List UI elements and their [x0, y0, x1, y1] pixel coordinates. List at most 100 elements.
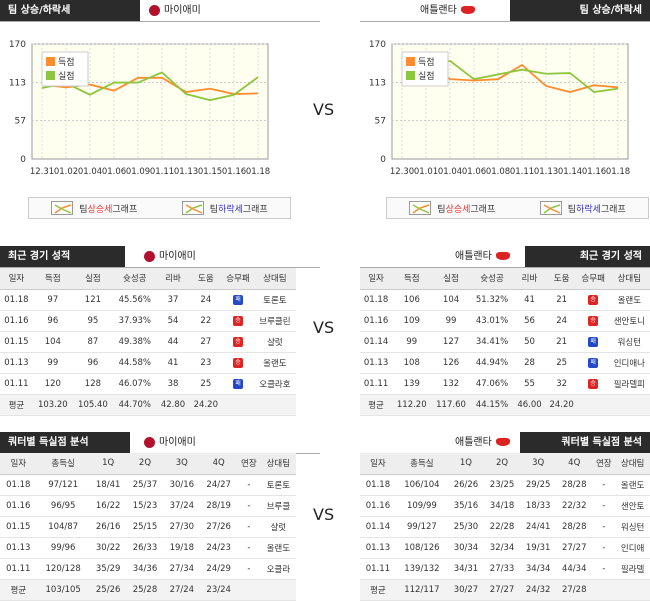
table-cell [608, 394, 650, 416]
table-row: 01.11 120/128 35/29 34/36 27/34 24/29- 오클라 [0, 558, 296, 580]
table-cell: 27/26 [200, 516, 238, 538]
table-cell: 18/33 [520, 495, 557, 517]
win-badge: 승 [233, 358, 244, 368]
x-tick-label: 01.13 [534, 167, 558, 177]
table-cell: 28/28 [556, 474, 593, 496]
legend-label: 실점 [418, 70, 435, 82]
heat-logo-icon [144, 436, 155, 448]
x-tick-label: 01.18 [606, 167, 630, 177]
x-tick-label: 01.16 [582, 167, 606, 177]
table-cell: 01.13 [0, 352, 33, 374]
table-cell: 112/117 [395, 579, 448, 601]
legend-up-post: 그래프 [112, 204, 138, 215]
table-cell: 96/95 [36, 495, 90, 517]
legend-swatch [406, 71, 415, 80]
x-tick-label: 01.04 [78, 167, 102, 177]
recent-header-label: 최근 경기 성적 [0, 246, 125, 268]
table-cell: - [237, 474, 261, 496]
table-cell: 45.56% [112, 289, 157, 311]
table-cell: 25/28 [126, 579, 164, 601]
column-header: 리바 [156, 268, 190, 290]
table-cell: 22/32 [556, 495, 593, 517]
table-cell: 승 [222, 352, 254, 374]
x-tick-label: 01.14 [558, 167, 582, 177]
win-badge: 승 [233, 337, 244, 347]
legend-down-post: 그래프 [600, 204, 626, 215]
table-cell: 132 [431, 373, 471, 395]
y-tick-label: 113 [369, 79, 386, 89]
table-cell: 패 [577, 352, 609, 374]
table-cell: 46.07% [112, 373, 157, 395]
table-cell: 121 [72, 289, 113, 311]
left-team-label: 마이애미 [159, 251, 196, 262]
table-cell: 27/27 [484, 579, 521, 601]
right-recent-header: 애틀랜타 최근 경기 성적 [360, 246, 650, 268]
table-cell: 01.13 [360, 352, 393, 374]
table-cell: 44.70% [112, 394, 157, 416]
divider [0, 21, 320, 22]
table-cell: 51.32% [470, 289, 514, 311]
x-tick-label: 01.16 [222, 167, 246, 177]
left-team-label: 마이애미 [159, 437, 196, 448]
table-cell: 43.01% [470, 310, 514, 332]
column-header: 일자 [0, 268, 33, 290]
column-header: 총득실 [395, 453, 448, 475]
up-graph-icon [51, 201, 74, 215]
table-cell: 승 [577, 373, 609, 395]
x-tick-label: 01.13 [174, 167, 198, 177]
table-cell: 23/25 [484, 474, 521, 496]
table-cell: 01.11 [360, 558, 396, 580]
table-cell: 01.11 [0, 558, 37, 580]
table-cell: 샌안토니 [608, 310, 650, 332]
table-cell: 15/23 [126, 495, 164, 517]
table-cell: 35/16 [447, 495, 484, 517]
table-cell: 토론토 [260, 474, 296, 496]
table-cell: 샬럿 [253, 331, 296, 353]
x-tick-label: 01.06 [102, 167, 126, 177]
hawks-logo-icon [460, 6, 475, 14]
table-cell: 108 [392, 352, 432, 374]
table-cell: 올랜도 [260, 537, 296, 559]
legend-up-word: 상승세 [87, 204, 113, 215]
x-tick-label: 01.18 [246, 167, 270, 177]
hawks-logo-icon [495, 252, 510, 260]
table-cell: - [592, 516, 616, 538]
table-cell: - [237, 537, 261, 559]
right-trend-header: 애틀랜타 팀 상승/하락세 [360, 0, 650, 22]
table-cell: 120 [32, 373, 73, 395]
header-row: 일자 득점 실점 슛성공 리바 도움 승무패 상대팀 [360, 268, 650, 290]
table-cell: 인디애 [615, 537, 650, 559]
table-cell: 승 [222, 331, 254, 353]
table-cell: 26/26 [447, 474, 484, 496]
table-cell: 106/104 [395, 474, 448, 496]
heat-logo-icon [144, 250, 155, 262]
table-cell: 워싱턴 [615, 516, 650, 538]
table-cell: 01.11 [0, 373, 33, 395]
table-cell: 44 [156, 331, 190, 353]
table-cell: 30/34 [447, 537, 484, 559]
table-cell: 27/33 [484, 558, 521, 580]
x-tick-label: 12.31 [30, 167, 54, 177]
legend-up: 팀 상승세 그래프 [409, 201, 495, 215]
column-header: 3Q [163, 453, 201, 475]
legend-up-pre: 팀 [437, 204, 446, 215]
column-header: 승무패 [222, 268, 254, 290]
table-cell: 103/105 [36, 579, 90, 601]
x-tick-label: 01.06 [462, 167, 486, 177]
recent-header-label-right: 최근 경기 성적 [525, 246, 650, 268]
table-cell: 108/126 [395, 537, 448, 559]
table-cell: 87 [72, 331, 113, 353]
right-recent-table: 일자 득점 실점 슛성공 리바 도움 승무패 상대팀 01.18 106 104 51.32% 41 21… [360, 268, 650, 416]
table-cell: 105.40 [72, 394, 113, 416]
table-cell: 109/99 [395, 495, 448, 517]
column-header: 1Q [447, 453, 484, 475]
table-cell: 106 [392, 289, 432, 311]
table-cell: 44.58% [112, 352, 157, 374]
table-cell: 104/87 [36, 516, 90, 538]
table-cell [253, 394, 296, 416]
table-row: 01.16 109 99 43.01% 56 24 승 샌안토니 [360, 310, 650, 332]
table-cell: 97/121 [36, 474, 90, 496]
table-cell: 120/128 [36, 558, 90, 580]
table-row: 01.18 106 104 51.32% 41 21 승 올랜도 [360, 289, 650, 311]
